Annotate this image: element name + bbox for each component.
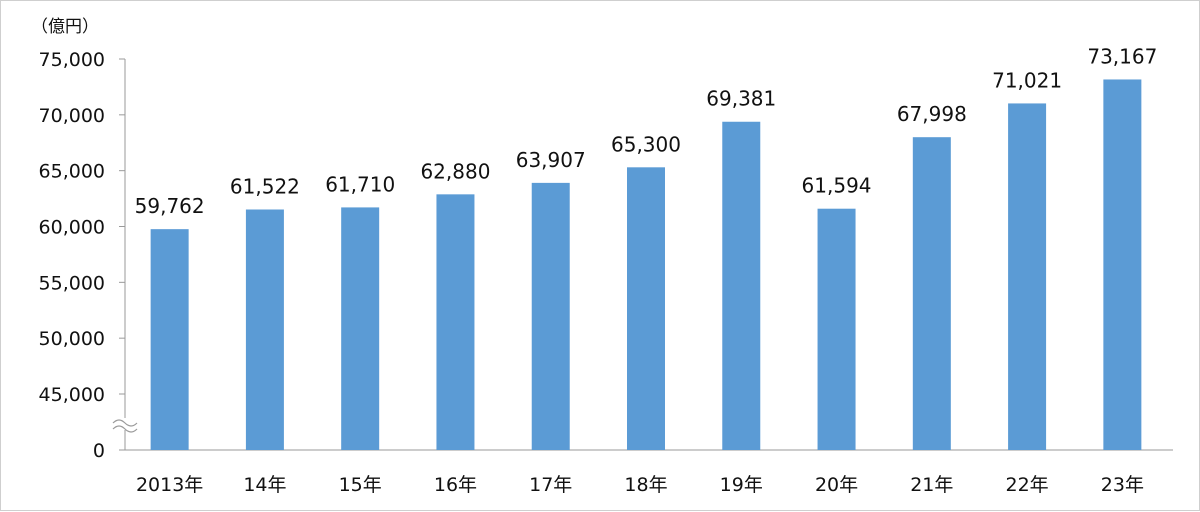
y-tick-label: 55,000: [39, 272, 105, 294]
bar: [436, 194, 475, 450]
y-tick-label: 75,000: [39, 49, 105, 71]
bars: [150, 79, 1142, 451]
axis-break-mark-upper: [112, 419, 138, 427]
axis-break-mark-lower: [112, 425, 138, 433]
bar: [1008, 103, 1047, 451]
bar: [1103, 79, 1142, 450]
data-label: 73,167: [1087, 44, 1157, 68]
x-tick-label: 18年: [624, 474, 667, 496]
y-axis-unit-label: （億円）: [31, 17, 99, 37]
data-label: 67,998: [897, 102, 967, 126]
x-tick-label: 14年: [243, 474, 286, 496]
x-tick-label: 2013年: [136, 474, 203, 496]
x-tick-label: 20年: [815, 474, 858, 496]
bar: [817, 208, 856, 450]
x-tick-label: 21年: [910, 474, 953, 496]
x-tick-label: 16年: [434, 474, 477, 496]
x-tick-label: 19年: [720, 474, 763, 496]
y-tick-label: 0: [93, 440, 105, 462]
y-tick-label: 65,000: [39, 161, 105, 183]
bar: [245, 209, 284, 450]
data-label: 62,880: [420, 159, 490, 183]
x-tick-label: 17年: [529, 474, 572, 496]
x-tick-label: 15年: [339, 474, 382, 496]
bar: [912, 137, 951, 450]
axis-break-gap: [113, 418, 137, 430]
y-tick-label: 60,000: [39, 217, 105, 239]
x-tick-label: 23年: [1101, 474, 1144, 496]
y-tick-label: 70,000: [39, 105, 105, 127]
data-label: 65,300: [611, 132, 681, 156]
x-tick-label: 22年: [1005, 474, 1048, 496]
y-tick-label: 50,000: [39, 328, 105, 350]
data-label: 69,381: [706, 87, 776, 111]
value-labels: 59,762 61,522 61,710 62,880 63,907 65,300 69,3…: [135, 44, 1158, 218]
bar: [627, 167, 665, 451]
data-label: 63,907: [516, 148, 586, 172]
x-tick-labels: 2013年 14年 15年 16年 17年 18年 19年 20年 21年 22年 23年: [136, 474, 1144, 496]
data-label: 61,522: [230, 175, 300, 199]
bar: [722, 121, 761, 451]
data-label: 61,594: [802, 174, 872, 198]
y-ticks: 0 45,000 50,000 55,000 60,000 65,000 70,000 75,…: [39, 49, 125, 462]
bar: [341, 207, 380, 450]
bar: [150, 229, 189, 450]
data-label: 71,021: [992, 68, 1062, 92]
y-tick-label: 45,000: [39, 384, 105, 406]
data-label: 59,762: [135, 194, 205, 218]
data-label: 61,710: [325, 172, 395, 196]
bar: [531, 182, 570, 450]
